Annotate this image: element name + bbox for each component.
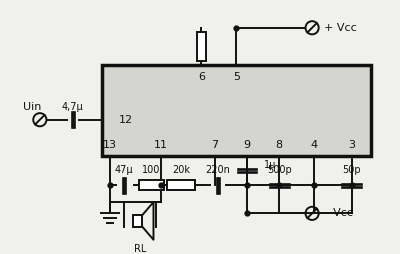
Text: 7: 7 — [211, 140, 218, 150]
Text: + Vcc: + Vcc — [324, 23, 357, 33]
Text: 13: 13 — [103, 140, 117, 150]
Bar — [133, 215, 142, 227]
Text: RL: RL — [134, 244, 146, 254]
Text: 47μ: 47μ — [115, 165, 134, 175]
Text: – Vcc: – Vcc — [324, 208, 353, 218]
Text: 20k: 20k — [172, 165, 190, 175]
Text: 6: 6 — [198, 72, 205, 82]
Text: 8: 8 — [276, 140, 283, 150]
Text: 4,7μ: 4,7μ — [62, 102, 84, 113]
Text: 1μ: 1μ — [264, 160, 276, 170]
Text: 12: 12 — [119, 115, 133, 125]
Bar — [102, 66, 370, 156]
Text: 5: 5 — [233, 72, 240, 82]
Bar — [167, 180, 195, 190]
Text: 220n: 220n — [205, 165, 230, 175]
Text: Uin: Uin — [23, 102, 42, 112]
Text: 500p: 500p — [267, 165, 292, 175]
Bar — [197, 32, 206, 61]
Text: 11: 11 — [154, 140, 168, 150]
Text: 3: 3 — [348, 140, 355, 150]
Text: 50p: 50p — [342, 165, 361, 175]
Text: 4: 4 — [310, 140, 318, 150]
Bar — [139, 180, 164, 190]
Text: 9: 9 — [244, 140, 250, 150]
Text: 100: 100 — [142, 165, 161, 175]
